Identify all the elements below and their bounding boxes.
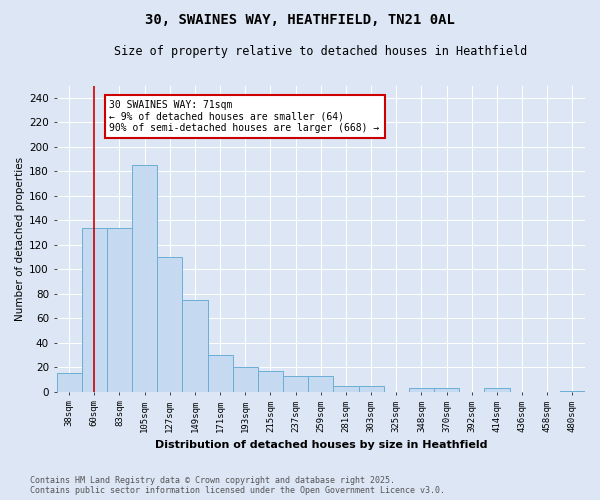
Title: Size of property relative to detached houses in Heathfield: Size of property relative to detached ho… [114,45,527,58]
Y-axis label: Number of detached properties: Number of detached properties [15,156,25,320]
Bar [107,228,132,392]
Bar [434,388,459,392]
Bar [157,257,182,392]
Bar [560,390,585,392]
Text: Contains HM Land Registry data © Crown copyright and database right 2025.
Contai: Contains HM Land Registry data © Crown c… [30,476,445,495]
Bar [258,371,283,392]
Bar [409,388,434,392]
Bar [82,228,107,392]
Text: 30, SWAINES WAY, HEATHFIELD, TN21 0AL: 30, SWAINES WAY, HEATHFIELD, TN21 0AL [145,12,455,26]
Bar [308,376,334,392]
Bar [484,388,509,392]
X-axis label: Distribution of detached houses by size in Heathfield: Distribution of detached houses by size … [155,440,487,450]
Bar [233,368,258,392]
Bar [334,386,359,392]
Bar [56,374,82,392]
Text: 30 SWAINES WAY: 71sqm
← 9% of detached houses are smaller (64)
90% of semi-detac: 30 SWAINES WAY: 71sqm ← 9% of detached h… [109,100,380,134]
Bar [208,355,233,392]
Bar [359,386,383,392]
Bar [182,300,208,392]
Bar [132,165,157,392]
Bar [283,376,308,392]
